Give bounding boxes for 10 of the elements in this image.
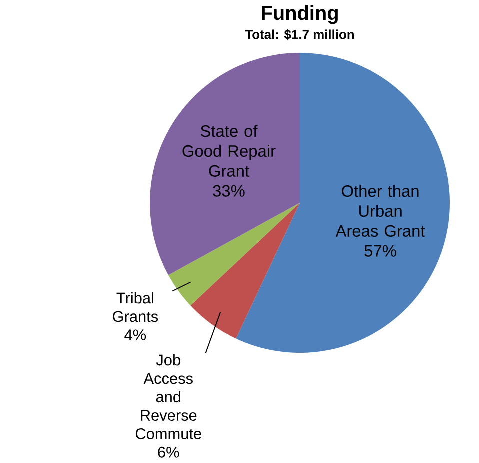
- slice-label: Other than Urban Areas Grant: [336, 185, 426, 237]
- data-label: 33%: [213, 185, 245, 197]
- slice-label: Job Access and Reverse Commute: [136, 354, 202, 440]
- slice-label: State of Good Repair Grant: [182, 125, 276, 177]
- slice-label: Tribal Grants: [113, 292, 158, 322]
- chart-subtitle: Total: $1.7 million: [245, 30, 354, 40]
- data-label: 4%: [124, 330, 146, 341]
- data-label: 57%: [364, 245, 396, 257]
- data-label: 6%: [158, 446, 180, 458]
- chart-title: Funding: [262, 6, 338, 24]
